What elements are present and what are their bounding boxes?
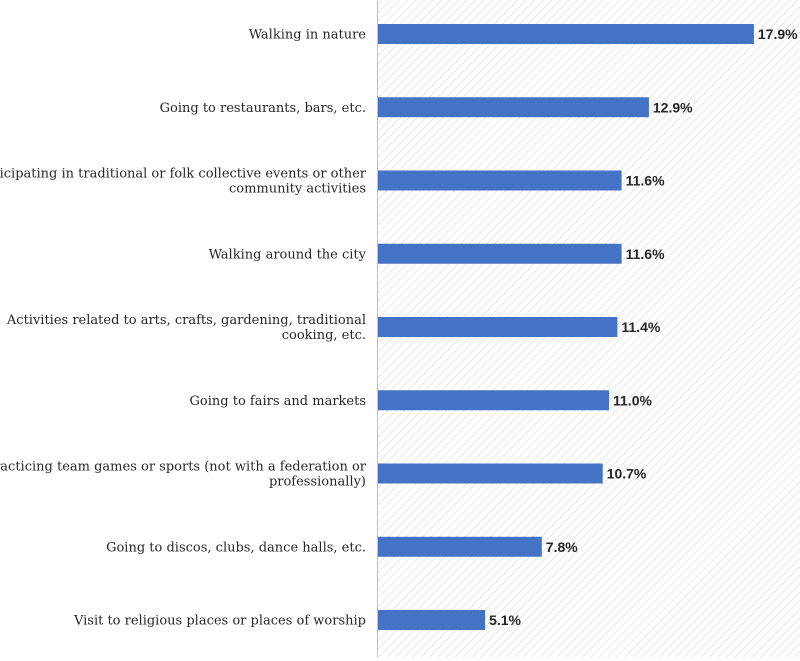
data-label-1: 17.9%: [758, 26, 798, 42]
category-label-line: Going to fairs and markets: [190, 394, 366, 409]
bar-2: [378, 97, 649, 118]
data-label-4: 11.6%: [626, 246, 665, 262]
category-label-line: Walking in nature: [249, 28, 367, 43]
category-label-4: Walking around the city: [209, 247, 367, 262]
data-label-8: 7.8%: [546, 539, 578, 555]
category-label-line: Participating in traditional or folk col…: [0, 167, 367, 182]
data-label-9: 5.1%: [489, 612, 521, 628]
category-label-1: Walking in nature: [249, 28, 367, 43]
category-label-line: cooking, etc.: [282, 328, 366, 343]
bar-1: [378, 24, 754, 44]
bar-4: [378, 243, 622, 264]
category-label-line: Going to discos, clubs, dance halls, etc…: [106, 540, 366, 555]
category-label-8: Going to discos, clubs, dance halls, etc…: [106, 540, 366, 555]
category-label-line: professionally): [269, 475, 366, 490]
category-label-line: Visit to religious places or places of w…: [73, 614, 366, 629]
category-label-7: Practicing team games or sports (not wit…: [0, 460, 367, 490]
category-label-line: Walking around the city: [209, 247, 367, 262]
category-label-6: Going to fairs and markets: [190, 394, 366, 409]
bar-9: [378, 610, 486, 630]
bar-3: [378, 170, 622, 191]
bar-5: [378, 317, 618, 337]
bar-7: [378, 463, 603, 484]
category-label-line: Going to restaurants, bars, etc.: [160, 101, 366, 116]
bar-6: [378, 390, 609, 411]
data-label-6: 11.0%: [613, 392, 652, 408]
data-label-5: 11.4%: [621, 319, 660, 335]
category-label-line: Activities related to arts, crafts, gard…: [6, 313, 366, 328]
category-label-5: Activities related to arts, crafts, gard…: [6, 313, 366, 343]
category-label-9: Visit to religious places or places of w…: [73, 614, 366, 629]
data-label-7: 10.7%: [607, 466, 647, 482]
category-label-line: community activities: [229, 182, 366, 197]
data-label-3: 11.6%: [626, 173, 665, 189]
category-label-3: Participating in traditional or folk col…: [0, 167, 367, 197]
category-label-2: Going to restaurants, bars, etc.: [160, 101, 366, 116]
data-label-2: 12.9%: [653, 99, 693, 115]
bar-8: [378, 536, 542, 557]
category-label-line: Practicing team games or sports (not wit…: [0, 460, 367, 475]
